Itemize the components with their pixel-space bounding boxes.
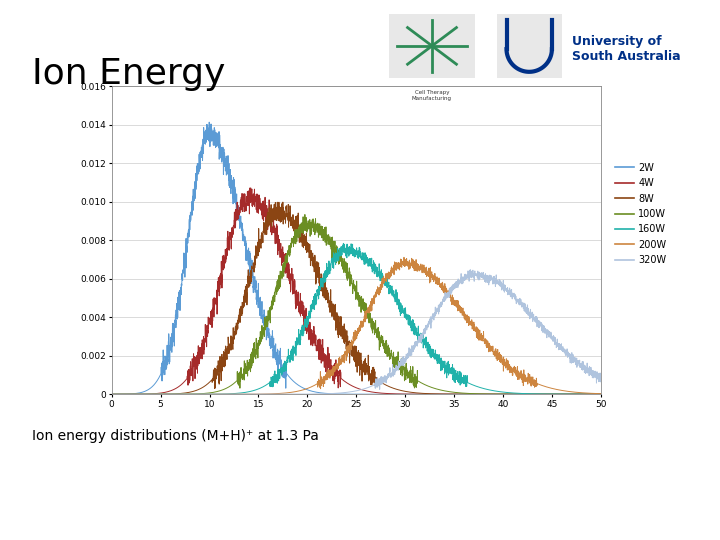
160W: [316, 286, 325, 292]
2W: [163, 362, 172, 368]
100W: [295, 227, 304, 233]
Text: University of
South Australia: University of South Australia: [572, 35, 681, 63]
200W: [535, 381, 544, 388]
2W: [597, 391, 606, 397]
2W: [107, 391, 116, 397]
8W: [597, 391, 606, 397]
Line: 320W: 320W: [112, 269, 601, 394]
4W: [316, 336, 325, 343]
160W: [339, 240, 348, 247]
320W: [466, 266, 474, 273]
8W: [295, 226, 304, 232]
Line: 2W: 2W: [112, 122, 601, 394]
Line: 4W: 4W: [112, 188, 601, 394]
160W: [192, 391, 201, 397]
100W: [535, 391, 544, 397]
Text: Ion energy distributions (M+H)⁺ at 1.3 Pa: Ion energy distributions (M+H)⁺ at 1.3 P…: [32, 429, 319, 443]
320W: [597, 376, 606, 382]
200W: [316, 386, 325, 392]
160W: [107, 391, 116, 397]
4W: [107, 391, 116, 397]
4W: [163, 389, 172, 395]
200W: [107, 391, 116, 397]
4W: [295, 307, 304, 314]
2W: [295, 383, 304, 389]
100W: [192, 390, 201, 397]
100W: [588, 391, 596, 397]
320W: [588, 368, 596, 374]
320W: [163, 391, 172, 397]
320W: [316, 390, 325, 397]
8W: [192, 387, 201, 394]
2W: [316, 390, 325, 396]
4W: [535, 391, 544, 397]
160W: [588, 391, 596, 397]
200W: [295, 388, 304, 394]
4W: [588, 391, 596, 397]
200W: [588, 390, 596, 396]
Line: 200W: 200W: [112, 258, 601, 394]
160W: [295, 340, 304, 347]
Line: 100W: 100W: [112, 214, 601, 394]
4W: [192, 365, 201, 372]
200W: [400, 254, 408, 261]
2W: [588, 391, 596, 397]
200W: [597, 390, 606, 397]
100W: [316, 228, 325, 234]
200W: [163, 391, 172, 397]
8W: [316, 287, 325, 294]
8W: [588, 391, 596, 397]
8W: [163, 391, 172, 397]
200W: [192, 391, 201, 397]
Text: Ion Energy: Ion Energy: [32, 57, 226, 91]
Line: 160W: 160W: [112, 244, 601, 394]
Line: 8W: 8W: [112, 202, 601, 394]
100W: [300, 211, 309, 218]
320W: [535, 325, 544, 331]
Text: Cell Therapy
Manufacturing: Cell Therapy Manufacturing: [412, 90, 452, 101]
320W: [192, 391, 201, 397]
8W: [279, 199, 287, 205]
2W: [535, 391, 544, 397]
2W: [192, 183, 201, 190]
8W: [107, 391, 116, 397]
160W: [597, 391, 606, 397]
4W: [246, 185, 255, 191]
320W: [295, 391, 304, 397]
2W: [205, 119, 214, 125]
4W: [597, 391, 606, 397]
160W: [163, 391, 172, 397]
8W: [535, 391, 544, 397]
320W: [107, 391, 116, 397]
Legend: 2W, 4W, 8W, 100W, 160W, 200W, 320W: 2W, 4W, 8W, 100W, 160W, 200W, 320W: [611, 159, 670, 269]
160W: [535, 391, 544, 397]
100W: [163, 391, 172, 397]
100W: [597, 391, 606, 397]
100W: [107, 391, 116, 397]
